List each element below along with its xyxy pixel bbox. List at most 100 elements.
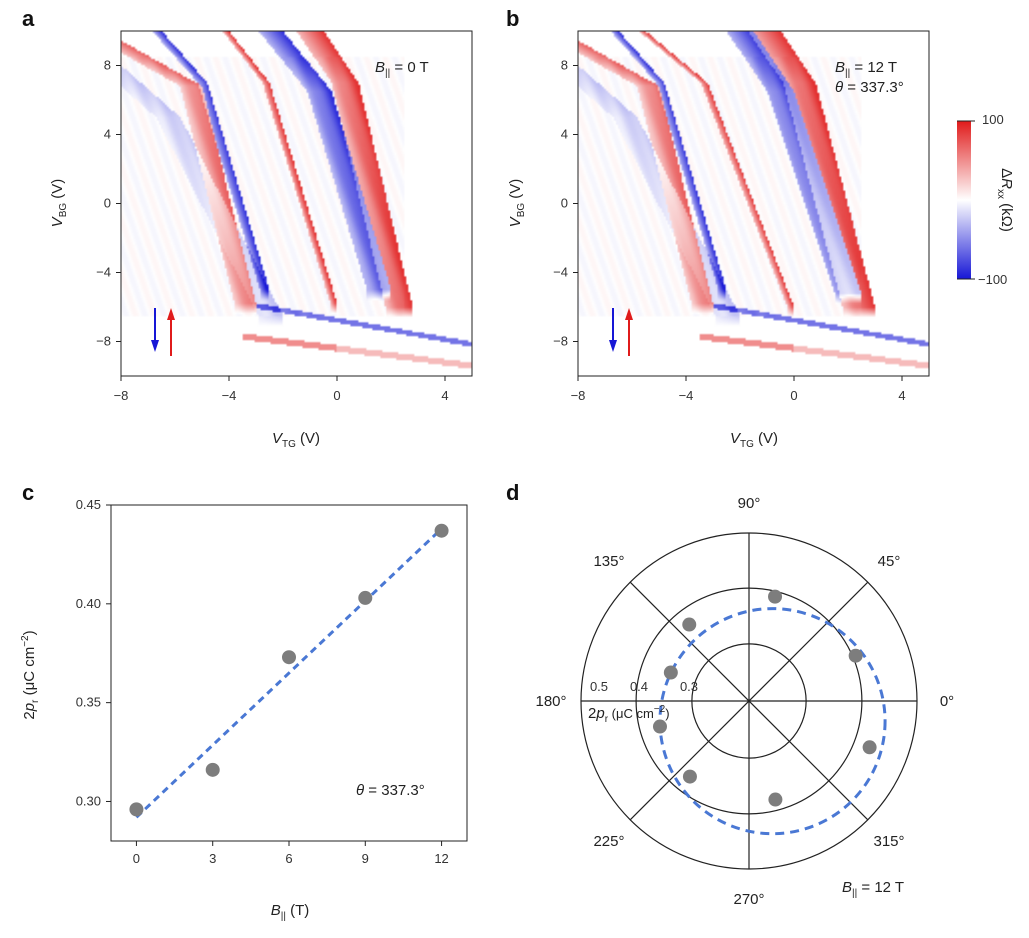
panel-d-radial-axis-label-sub: r: [605, 714, 609, 725]
panel-c-point-4: [434, 523, 449, 538]
polar-point-2: [682, 617, 697, 632]
panel-a-xtick-label-2: 0: [333, 388, 340, 403]
panel-b-xtick-label-1: −4: [679, 388, 694, 403]
sweep-arrow-up-head-icon: [167, 308, 175, 320]
panel-a-ytick-label-3: 4: [104, 127, 111, 142]
panel-a-xtick-label-0: −8: [114, 388, 129, 403]
panel-b-ylabel: VBG (V): [507, 179, 527, 228]
colorbar-tick-label-min: −100: [978, 272, 1007, 287]
panel-c-ytick-label-1: 0.35: [76, 695, 101, 710]
panel-b-sweep-arrows: [609, 308, 633, 356]
panel-c: 0 3 6 9 12 0.30 0.35 0.40 0.45 B|| (T) 2pr (μC c…: [20, 497, 468, 922]
colorbar-label: ΔRxx (kΩ): [995, 168, 1015, 232]
panel-a-ylabel-sub: BG: [58, 203, 69, 218]
panel-a-xtick-label-1: −4: [222, 388, 237, 403]
panel-c-fit-line: [135, 527, 443, 819]
polar-angle-label-2: 90°: [738, 495, 761, 512]
panel-a-xlabel: VTG (V): [272, 430, 320, 450]
panel-a-ylabel: VBG (V): [49, 179, 69, 228]
panel-b-annotation-angle-rest: = 337.3°: [843, 79, 904, 96]
panel-d-radial-axis-label-pre: 2: [588, 705, 596, 722]
polar-radial-label-0: 0.5: [590, 679, 608, 694]
heatmap-a-image: [121, 31, 472, 376]
panel-c-xlabel: B|| (T): [271, 902, 310, 922]
polar-point-7: [862, 740, 877, 755]
colorbar-label-sub: xx: [995, 189, 1006, 199]
panel-c-ylabel-main: p: [21, 703, 38, 712]
panel-b-annotation-angle-main: θ: [835, 79, 843, 96]
panel-c-point-0: [129, 802, 144, 817]
colorbar-label-main: R: [998, 178, 1015, 189]
panel-c-marks: [129, 523, 449, 819]
panel-a-xlabel-sub: TG: [282, 439, 296, 450]
polar-plot: 0° 45° 90° 135° 180° 225° 270° 315° 0.5 0.4 0.3: [535, 495, 954, 908]
panel-a-annotation: B|| = 0 T: [375, 59, 429, 79]
panel-c-point-1: [205, 762, 220, 777]
panel-b-ytick-label-4: 8: [561, 58, 568, 73]
panel-d-radial-axis-label-post: ): [665, 706, 669, 721]
panel-c-xtick-label-4: 12: [434, 851, 448, 866]
panel-a-xlabel-main: V: [272, 430, 284, 447]
panel-b-annotation-field: B|| = 12 T: [835, 59, 897, 79]
panel-c-xtick-label-1: 3: [209, 851, 216, 866]
panel-d-annotation-rest: = 12 T: [857, 879, 904, 896]
panel-a-xlabel-unit: (V): [296, 430, 320, 447]
panel-b-ytick-label-1: −4: [553, 265, 568, 280]
polar-angle-label-6: 270°: [733, 891, 764, 908]
panel-c-xtick-label-3: 9: [362, 851, 369, 866]
polar-angle-label-1: 45°: [878, 553, 901, 570]
panel-label-a: a: [22, 6, 35, 31]
panel-c-ylabel: 2pr (μC cm−2): [20, 630, 41, 719]
polar-point-4: [652, 719, 667, 734]
panel-a-annotation-sub: ||: [385, 68, 390, 79]
panel-c-ytick-label-3: 0.45: [76, 497, 101, 512]
panel-d-radial-axis-label-unit: (μC cm: [608, 706, 654, 721]
panel-c-xlabel-sub: ||: [281, 911, 286, 922]
panel-b-ylabel-main: V: [507, 215, 524, 227]
panel-b-annotation-field-rest: = 12 T: [850, 59, 897, 76]
polar-angle-label-7: 315°: [873, 833, 904, 850]
polar-point-0: [848, 648, 863, 663]
polar-angle-label-4: 180°: [535, 693, 566, 710]
panel-a-ytick-label-4: 8: [104, 58, 111, 73]
panel-b-ytick-label-2: 0: [561, 196, 568, 211]
panel-b-annotation-field-main: B: [835, 59, 845, 76]
panel-c-xlabel-main: B: [271, 902, 281, 919]
panel-c-point-2: [282, 650, 296, 665]
sweep-arrow-down-head-icon: [609, 340, 617, 352]
polar-spoke-3: [629, 581, 869, 821]
panel-b-xtick-label-0: −8: [571, 388, 586, 403]
panel-c-annotation: θ = 337.3°: [356, 782, 425, 799]
panel-c-ylabel-unit: (μC cm: [21, 647, 38, 700]
polar-point-3: [663, 665, 678, 680]
panel-c-point-3: [358, 590, 373, 605]
panel-c-ylabel-sup: −2: [20, 635, 31, 647]
panel-b-ytick-label-3: 4: [561, 127, 568, 142]
panel-a-ticks: −8 −4 0 4 −8 −4 0 4 8: [96, 58, 448, 404]
panel-d-annotation: B|| = 12 T: [842, 879, 904, 899]
panel-a-xtick-label-3: 4: [441, 388, 448, 403]
panel-b-ticks: −8 −4 0 4 −8 −4 0 4 8: [553, 58, 905, 404]
panel-d: 0° 45° 90° 135° 180° 225° 270° 315° 0.5 0.4 0.3 2p…: [535, 495, 954, 908]
panel-a-ylabel-main: V: [49, 215, 66, 227]
panel-b-xlabel: VTG (V): [730, 430, 778, 450]
heatmap-b-image: [578, 31, 929, 376]
polar-radial-label-1: 0.4: [630, 679, 648, 694]
panel-label-b: b: [506, 6, 519, 31]
panel-b-annotation-field-sub: ||: [845, 68, 850, 79]
panel-b-xlabel-unit: (V): [754, 430, 778, 447]
panel-c-ytick-label-2: 0.40: [76, 596, 101, 611]
sweep-arrow-down-head-icon: [151, 340, 159, 352]
panel-a-ytick-label-0: −8: [96, 334, 111, 349]
panel-b-ylabel-sub: BG: [516, 203, 527, 218]
panel-b-ylabel-unit: (V): [507, 179, 524, 203]
panel-b-ytick-label-0: −8: [553, 334, 568, 349]
panel-c-annotation-rest: = 337.3°: [364, 782, 425, 799]
panel-c-ylabel-pre: 2: [21, 711, 38, 719]
polar-angle-label-3: 135°: [593, 553, 624, 570]
colorbar-label-delta: Δ: [998, 168, 1015, 178]
colorbar-label-unit: (kΩ): [998, 199, 1015, 232]
panel-a-annotation-rest: = 0 T: [390, 59, 429, 76]
